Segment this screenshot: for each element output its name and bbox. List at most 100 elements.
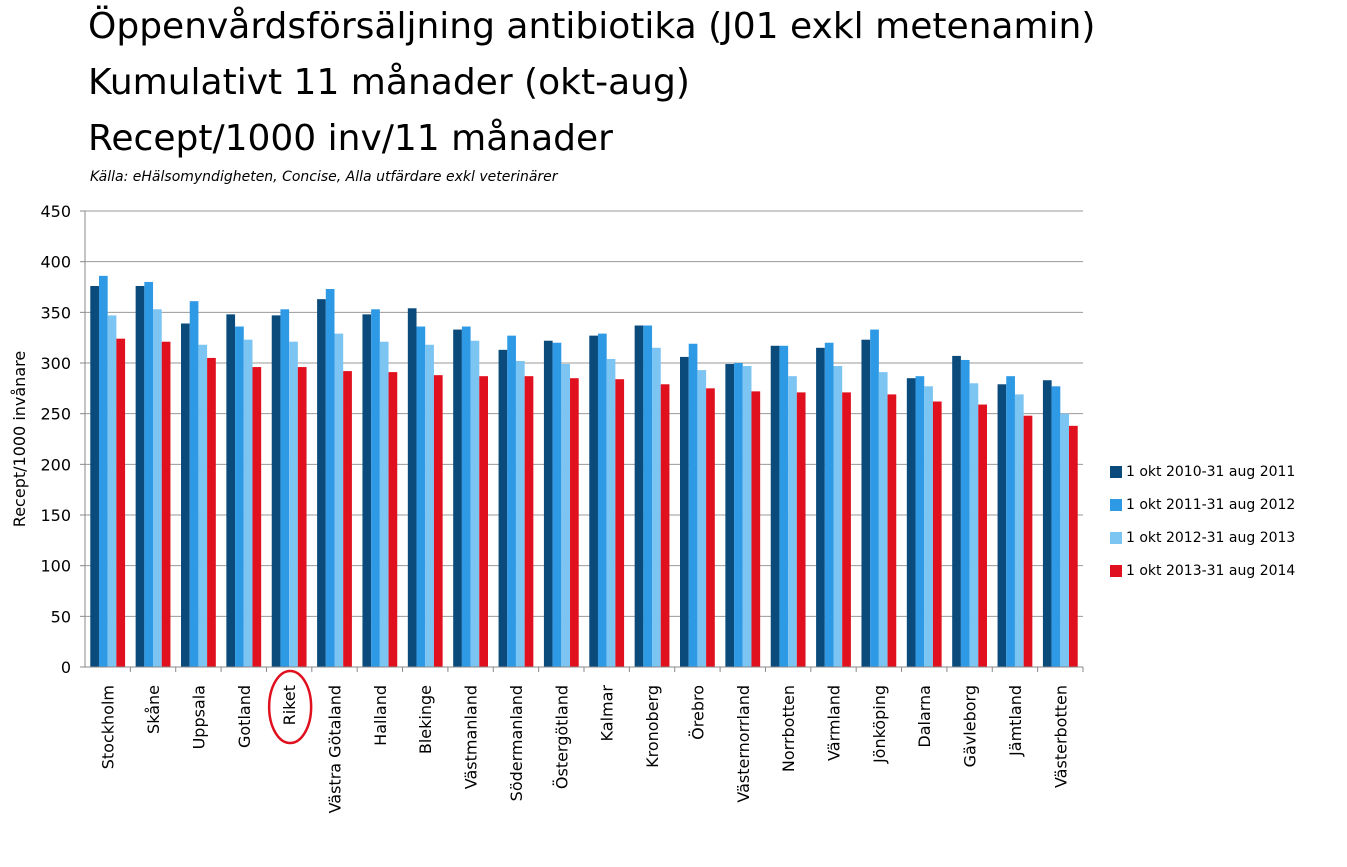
bar: [98, 275, 108, 667]
legend-item: 1 okt 2010-31 aug 2011: [1110, 455, 1295, 488]
bar: [243, 339, 253, 667]
x-tick-label: Södermanland: [507, 685, 526, 801]
bar: [144, 281, 154, 667]
x-tick-label: Dalarna: [915, 685, 934, 748]
bar: [552, 342, 562, 667]
bar: [524, 376, 534, 667]
x-tick-label: Kalmar: [598, 685, 617, 742]
bar: [570, 378, 579, 667]
x-tick-label: Västra Götaland: [326, 685, 345, 813]
bar: [317, 299, 326, 667]
bar: [597, 333, 607, 667]
bar: [388, 372, 398, 667]
bar: [198, 344, 208, 667]
bar: [952, 355, 961, 667]
chart-title-line-1: Öppenvårdsförsäljning antibiotika (J01 e…: [88, 6, 1096, 47]
y-tick-label: 100: [40, 557, 71, 576]
bar: [189, 301, 199, 667]
x-tick-label: Värmland: [825, 685, 844, 761]
bar: [960, 359, 970, 667]
bar: [634, 325, 644, 667]
bar: [1060, 413, 1070, 667]
y-tick-label: 250: [40, 405, 71, 424]
x-tick-label: Stockholm: [99, 685, 118, 769]
x-tick-label: Östergötland: [552, 685, 571, 789]
y-tick-label: 450: [40, 202, 71, 221]
bar: [589, 335, 598, 667]
bar: [688, 343, 698, 667]
bar: [816, 347, 825, 667]
bar: [90, 285, 99, 667]
bar: [680, 356, 689, 667]
bar: [379, 341, 389, 667]
bar: [1014, 394, 1024, 667]
legend-item: 1 okt 2013-31 aug 2014: [1110, 554, 1295, 587]
bar: [870, 329, 879, 667]
bar: [235, 326, 244, 667]
bar: [969, 383, 979, 667]
bar: [1069, 425, 1078, 667]
bar: [796, 392, 806, 667]
bar: [978, 404, 987, 667]
x-tick-label: Riket: [280, 685, 299, 725]
legend-swatch: [1110, 498, 1122, 511]
bar: [643, 325, 653, 667]
bar: [343, 371, 352, 667]
legend-swatch: [1110, 465, 1122, 478]
bar: [906, 378, 916, 667]
bar: [226, 314, 236, 667]
bar: [1006, 376, 1015, 667]
bar: [470, 340, 480, 667]
bar: [842, 392, 851, 667]
chart-title-line-3: Recept/1000 inv/11 månader: [88, 118, 613, 159]
chart-source-note: Källa: eHälsomyndigheten, Concise, Alla …: [90, 169, 558, 185]
bar: [280, 309, 290, 667]
bar: [297, 367, 307, 667]
x-tick-label: Jämtland: [1006, 685, 1025, 757]
legend-item: 1 okt 2011-31 aug 2012: [1110, 488, 1295, 521]
bar: [734, 363, 743, 667]
bar: [1051, 386, 1061, 667]
y-tick-label: 350: [40, 303, 71, 322]
bar: [252, 367, 262, 667]
x-tick-label: Blekinge: [416, 685, 435, 754]
y-axis-label: Recept/1000 invånare: [10, 351, 29, 527]
bar: [924, 386, 933, 667]
chart-title-line-2: Kumulativt 11 månader (okt-aug): [88, 62, 690, 103]
bar: [507, 335, 516, 667]
bar: [271, 315, 281, 667]
bar: [788, 376, 797, 667]
bar: [997, 384, 1007, 667]
bar: [498, 349, 508, 667]
bar: [161, 341, 171, 667]
bar: [915, 376, 925, 667]
bar: [453, 329, 462, 667]
bar: [770, 345, 780, 667]
legend-swatch: [1110, 564, 1122, 577]
legend-label: 1 okt 2013-31 aug 2014: [1126, 562, 1296, 579]
bar: [606, 358, 616, 667]
bar: [515, 360, 525, 667]
bar: [107, 315, 117, 667]
x-tick-label: Västernorrland: [734, 685, 753, 803]
x-tick-label: Uppsala: [189, 685, 208, 749]
bar: [289, 341, 298, 667]
x-tick-label: Jönköping: [870, 685, 889, 764]
x-tick-label: Västmanland: [462, 685, 481, 789]
x-tick-label: Halland: [371, 685, 390, 746]
bar: [207, 357, 216, 667]
bar: [878, 372, 888, 667]
bar: [1023, 415, 1033, 667]
bar: [615, 379, 625, 667]
bar: [861, 339, 871, 667]
bar: [932, 401, 942, 667]
bar: [181, 323, 190, 667]
bar: [135, 285, 145, 667]
bar: [751, 391, 761, 667]
bar: [371, 309, 380, 667]
x-tick-label: Skåne: [144, 685, 163, 734]
bar: [833, 366, 843, 667]
legend-swatch: [1110, 531, 1122, 544]
bar: [706, 388, 715, 667]
